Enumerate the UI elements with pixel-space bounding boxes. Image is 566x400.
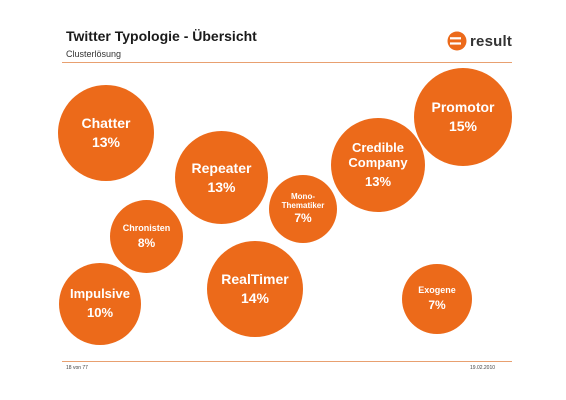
cluster-percent: 13% [364, 173, 392, 189]
cluster-bubble-repeater: Repeater 13% [175, 131, 268, 224]
cluster-label: Repeater [191, 159, 252, 176]
cluster-label: Credible Company [348, 139, 408, 170]
cluster-percent: 8% [137, 235, 156, 250]
page-subtitle: Clusterlösung [66, 49, 122, 59]
cluster-label: RealTimer [221, 271, 289, 288]
cluster-percent: 10% [86, 305, 114, 321]
cluster-bubble-promotor: Promotor 15% [414, 68, 512, 166]
page-number: 18 von 77 [66, 365, 88, 371]
cluster-bubble-chatter: Chatter 13% [58, 85, 154, 181]
cluster-label: Mono- Thematiker [281, 192, 325, 211]
cluster-percent: 14% [240, 290, 270, 307]
cluster-bubble-mono-thematiker: Mono- Thematiker 7% [269, 175, 337, 243]
cluster-label: Chronisten [122, 222, 171, 233]
header-divider [62, 62, 512, 63]
footer-date: 19.02.2010 [470, 365, 496, 371]
cluster-label: Promotor [431, 99, 495, 116]
cluster-percent: 7% [294, 211, 312, 226]
cluster-percent: 7% [428, 298, 446, 313]
cluster-bubble-chronisten: Chronisten 8% [110, 200, 183, 273]
cluster-bubble-exogene: Exogene 7% [402, 264, 472, 334]
cluster-label: Chatter [81, 115, 131, 132]
cluster-label: Impulsive [70, 286, 130, 302]
cluster-label: Exogene [418, 285, 456, 296]
cluster-percent: 13% [91, 134, 121, 151]
footer-divider [62, 361, 512, 362]
cluster-bubble-credible-company: Credible Company 13% [331, 118, 425, 212]
result-logo: result [447, 30, 512, 52]
page-title: Twitter Typologie - Übersicht [66, 28, 257, 44]
cluster-bubble-realtimer: RealTimer 14% [207, 241, 303, 337]
cluster-percent: 13% [207, 178, 236, 195]
result-logo-text: result [470, 32, 513, 50]
cluster-percent: 15% [448, 118, 478, 135]
result-logo-icon [447, 31, 467, 51]
cluster-bubble-impulsive: Impulsive 10% [59, 263, 141, 345]
